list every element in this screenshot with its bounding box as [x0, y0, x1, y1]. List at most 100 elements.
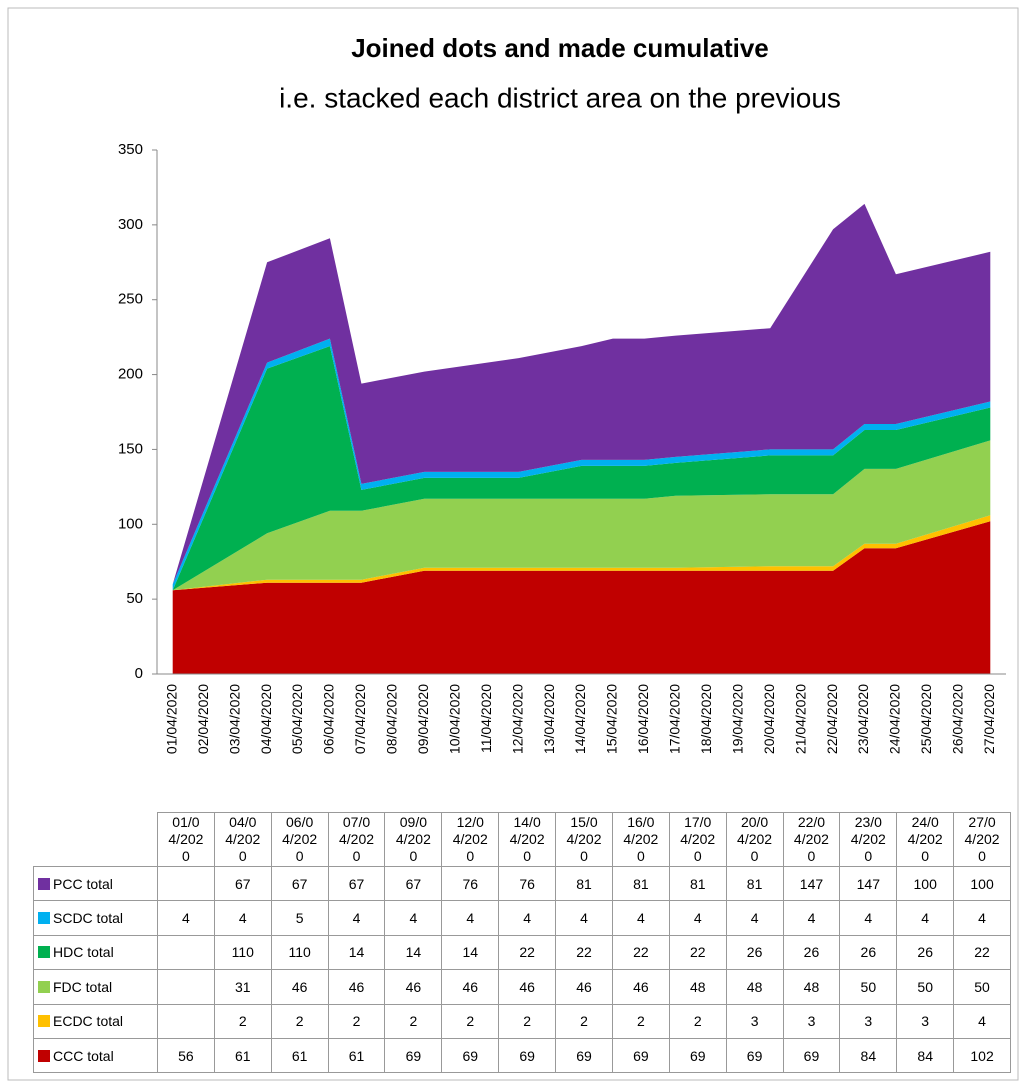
table-cell: 3: [725, 1003, 784, 1039]
table-cell: 2: [611, 1003, 670, 1039]
x-tick-label: 17/04/2020: [667, 684, 683, 754]
table-cell: 69: [498, 1038, 557, 1074]
table-cell: 81: [725, 866, 784, 902]
table-cell: 48: [782, 969, 841, 1005]
table-header-text: 14/04/2020: [509, 814, 545, 864]
table-cell: 2: [327, 1003, 386, 1039]
table-cell: 14: [327, 934, 386, 971]
table-cell: 46: [441, 969, 500, 1005]
table-cell: [157, 969, 215, 1005]
table-header: 27/04/2020: [953, 812, 1011, 867]
x-tick-label: 07/04/2020: [352, 684, 368, 754]
table-cell: 76: [441, 866, 500, 902]
table-header: 17/04/2020: [668, 812, 727, 867]
legend-label: FDC total: [53, 978, 113, 995]
legend-label: PCC total: [53, 875, 113, 892]
table-cell: 69: [725, 1038, 784, 1074]
table-cell: 69: [384, 1038, 443, 1074]
x-tick-label: 27/04/2020: [981, 684, 997, 754]
table-cell: 46: [384, 969, 443, 1005]
legend-key: [38, 980, 50, 993]
table-cell: 22: [611, 934, 670, 971]
table-cell: 26: [782, 934, 841, 971]
table-cell: 61: [270, 1038, 329, 1074]
table-cell: 46: [555, 969, 613, 1005]
table-cell: 84: [896, 1038, 955, 1074]
x-tick-label: 09/04/2020: [415, 684, 431, 754]
x-tick-label: 18/04/2020: [698, 684, 714, 754]
table-cell: 14: [384, 934, 443, 971]
table-header-text: 23/04/2020: [850, 814, 886, 864]
table-cell: 67: [384, 866, 443, 902]
table-cell: 67: [213, 866, 272, 902]
table-cell: 61: [327, 1038, 386, 1074]
table-header-text: 09/04/2020: [395, 814, 431, 864]
table-cell: 2: [441, 1003, 500, 1039]
x-tick-label: 10/04/2020: [446, 684, 462, 754]
x-tick-label: 02/04/2020: [195, 684, 211, 754]
table-header: 23/04/2020: [839, 812, 898, 867]
table-cell: 22: [668, 934, 727, 971]
y-tick-label: 200: [118, 366, 143, 383]
table-cell: 2: [384, 1003, 443, 1039]
table-cell: 4: [782, 900, 841, 936]
table-cell: 110: [213, 934, 272, 971]
table-cell: 22: [953, 934, 1011, 971]
table-cell: 100: [953, 866, 1011, 902]
x-tick-label: 05/04/2020: [289, 684, 305, 754]
legend-label: CCC total: [53, 1047, 114, 1064]
table-header-text: 17/04/2020: [680, 814, 716, 864]
table-cell: 26: [725, 934, 784, 971]
table-cell: 22: [498, 934, 557, 971]
table-cell: [157, 1003, 215, 1039]
table-cell: 26: [896, 934, 955, 971]
table-cell: 147: [782, 866, 841, 902]
legend-key: [38, 912, 50, 925]
table-cell: 4: [668, 900, 727, 936]
area: [172, 515, 991, 591]
table-cell: 3: [782, 1003, 841, 1039]
table-header-text: 24/04/2020: [907, 814, 943, 864]
table-header-text: 16/04/2020: [623, 814, 659, 864]
table-header: 15/04/2020: [555, 812, 613, 867]
table-cell: 5: [270, 900, 329, 936]
table-cell: 61: [213, 1038, 272, 1074]
table-header-text: 15/04/2020: [566, 814, 602, 864]
table-header: 01/04/2020: [157, 812, 215, 867]
table-cell: 4: [213, 900, 272, 936]
table-row-label: PCC total: [33, 866, 158, 902]
table-cell: 3: [839, 1003, 898, 1039]
table-cell: 48: [725, 969, 784, 1005]
table-cell: 46: [611, 969, 670, 1005]
y-tick-label: 350: [118, 141, 143, 158]
table-header: 22/04/2020: [782, 812, 841, 867]
table-cell: 4: [384, 900, 443, 936]
x-tick-label: 25/04/2020: [918, 684, 934, 754]
table-cell: 2: [668, 1003, 727, 1039]
table-header: 14/04/2020: [498, 812, 557, 867]
area: [172, 440, 991, 591]
table-cell: 3: [896, 1003, 955, 1039]
table-cell: 4: [953, 900, 1011, 936]
x-tick-label: 14/04/2020: [572, 684, 588, 754]
table-cell: 69: [441, 1038, 500, 1074]
legend-label: SCDC total: [53, 910, 124, 927]
y-tick-label: 50: [126, 590, 143, 607]
table-header-text: 20/04/2020: [737, 814, 773, 864]
table-cell: 69: [555, 1038, 613, 1074]
legend-key: [38, 877, 50, 890]
x-tick-label: 23/04/2020: [855, 684, 871, 754]
legend-key: [38, 1049, 50, 1062]
table-header: 06/04/2020: [270, 812, 329, 867]
table-row-label: ECDC total: [33, 1003, 158, 1039]
table-row-label: HDC total: [33, 934, 158, 971]
x-tick-label: 19/04/2020: [729, 684, 745, 754]
y-tick-label: 150: [118, 440, 143, 457]
table-cell: 4: [725, 900, 784, 936]
table-header: 12/04/2020: [441, 812, 500, 867]
table-cell: 81: [555, 866, 613, 902]
table-cell: 81: [668, 866, 727, 902]
table-cell: 50: [839, 969, 898, 1005]
x-tick-label: 20/04/2020: [761, 684, 777, 754]
